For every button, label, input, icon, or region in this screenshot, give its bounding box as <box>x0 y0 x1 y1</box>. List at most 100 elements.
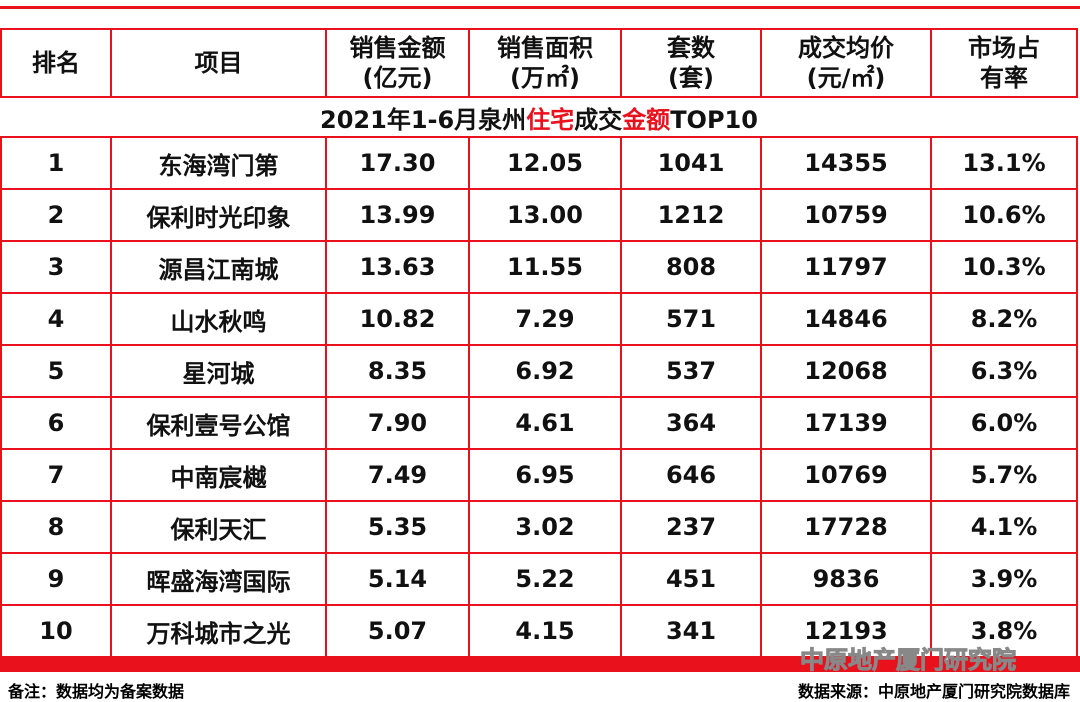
header-text: 销售金额 <box>349 34 446 62</box>
cell: 6.0% <box>930 396 1078 450</box>
header-text: (万㎡) <box>510 64 580 92</box>
cell: 13.00 <box>468 188 622 242</box>
header-cell: 销售面积 (万㎡) <box>468 28 622 98</box>
cell: 3.9% <box>930 552 1078 606</box>
header-cell: 成交均价 (元/㎡) <box>760 28 932 98</box>
data-row: 9 晖盛海湾国际 5.14 5.22 451 9836 3.9% <box>0 552 1078 606</box>
cell: 364 <box>620 396 762 450</box>
cell: 4 <box>0 292 112 346</box>
cell: 2 <box>0 188 112 242</box>
header-text: 项目 <box>194 49 243 77</box>
cell: 4.1% <box>930 500 1078 554</box>
header-cell: 排名 <box>0 28 112 98</box>
cell: 东海湾门第 <box>110 136 327 190</box>
ranking-table: 2021年1-6月泉州住宅成交金额TOP10 排名 项目 销售金额 (亿元) 销售面积(… <box>0 28 1078 658</box>
title-row: 2021年1-6月泉州住宅成交金额TOP10 <box>1 96 1077 138</box>
cell: 万科城市之光 <box>110 604 327 658</box>
cell: 3.02 <box>468 500 622 554</box>
cell: 6.3% <box>930 344 1078 398</box>
data-row: 1 东海湾门第 17.30 12.05 1041 14355 13.1% <box>0 136 1078 190</box>
cell: 1041 <box>620 136 762 190</box>
header-text: 有率 <box>980 64 1028 92</box>
cell: 6.95 <box>468 448 622 502</box>
title-part: 成交 <box>574 105 623 134</box>
header-cell: 项目 <box>110 28 327 98</box>
cell: 12193 <box>760 604 932 658</box>
cell: 6 <box>0 396 112 450</box>
title-part: 2021年1-6月泉州 <box>320 105 527 134</box>
header-cell: 套数 (套) <box>620 28 762 98</box>
cell: 1212 <box>620 188 762 242</box>
cell: 保利壹号公馆 <box>110 396 327 450</box>
cell: 7.90 <box>325 396 470 450</box>
cell: 17.30 <box>325 136 470 190</box>
cell: 451 <box>620 552 762 606</box>
cell: 晖盛海湾国际 <box>110 552 327 606</box>
cell: 808 <box>620 240 762 294</box>
header-text: 成交均价 <box>798 34 894 62</box>
top-line <box>0 6 1080 9</box>
cell: 12068 <box>760 344 932 398</box>
cell: 11797 <box>760 240 932 294</box>
header-cell: 市场占 有率 <box>930 28 1078 98</box>
data-row: 8 保利天汇 5.35 3.02 237 17728 4.1% <box>0 500 1078 554</box>
cell: 10759 <box>760 188 932 242</box>
cell: 1 <box>0 136 112 190</box>
cell: 10.3% <box>930 240 1078 294</box>
cell: 8.2% <box>930 292 1078 346</box>
cell: 13.99 <box>325 188 470 242</box>
cell: 8.35 <box>325 344 470 398</box>
cell: 537 <box>620 344 762 398</box>
cell: 源昌江南城 <box>110 240 327 294</box>
cell: 5.22 <box>468 552 622 606</box>
cell: 5 <box>0 344 112 398</box>
cell: 10 <box>0 604 112 658</box>
cell: 4.15 <box>468 604 622 658</box>
title-part: TOP10 <box>670 105 758 134</box>
cell: 5.35 <box>325 500 470 554</box>
header-text: (元/㎡) <box>806 64 886 92</box>
watermark: 中原地产厦门研究院 <box>800 646 1017 675</box>
cell: 17728 <box>760 500 932 554</box>
cell: 3 <box>0 240 112 294</box>
header-text: 销售面积 <box>497 34 593 62</box>
source: 数据来源：中原地产厦门研究院数据库 <box>797 682 1070 701</box>
footer-bar <box>0 656 1080 672</box>
cell: 4.61 <box>468 396 622 450</box>
header-text: 市场占 <box>968 34 1040 62</box>
cell: 17139 <box>760 396 932 450</box>
cell: 14355 <box>760 136 932 190</box>
data-row: 2 保利时光印象 13.99 13.00 1212 10759 10.6% <box>0 188 1078 242</box>
cell: 8 <box>0 500 112 554</box>
cell: 10.6% <box>930 188 1078 242</box>
cell: 保利时光印象 <box>110 188 327 242</box>
cell: 237 <box>620 500 762 554</box>
cell: 山水秋鸣 <box>110 292 327 346</box>
title: 2021年1-6月泉州住宅成交金额TOP10 <box>1 96 1077 138</box>
data-row: 3 源昌江南城 13.63 11.55 808 11797 10.3% <box>0 240 1078 294</box>
cell: 646 <box>620 448 762 502</box>
cell: 13.63 <box>325 240 470 294</box>
title-part: 金额 <box>622 105 671 134</box>
cell: 7.29 <box>468 292 622 346</box>
note: 备注：数据均为备案数据 <box>8 682 185 701</box>
cell: 7 <box>0 448 112 502</box>
cell: 中南宸樾 <box>110 448 327 502</box>
cell: 12.05 <box>468 136 622 190</box>
cell: 10.82 <box>325 292 470 346</box>
header-text: (套) <box>668 64 714 92</box>
data-row: 6 保利壹号公馆 7.90 4.61 364 17139 6.0% <box>0 396 1078 450</box>
cell: 9 <box>0 552 112 606</box>
header-row: 排名 项目 销售金额 (亿元) 销售面积 (万㎡) 套数 (套) 成交均价 (元/㎡) 市场占 有率 <box>0 28 1078 98</box>
cell: 11.55 <box>468 240 622 294</box>
header-text: 套数 <box>667 34 715 62</box>
cell: 341 <box>620 604 762 658</box>
cell: 7.49 <box>325 448 470 502</box>
cell: 14846 <box>760 292 932 346</box>
cell: 571 <box>620 292 762 346</box>
header-text: (亿元) <box>362 64 433 92</box>
cell: 13.1% <box>930 136 1078 190</box>
header-cell: 销售金额 (亿元) <box>325 28 470 98</box>
cell: 保利天汇 <box>110 500 327 554</box>
